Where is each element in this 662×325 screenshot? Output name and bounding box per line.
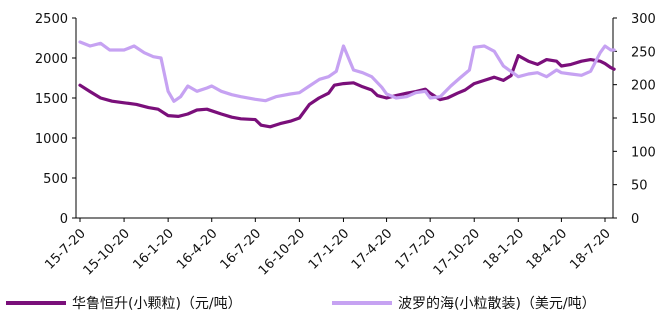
right-tick-label: 250 bbox=[631, 45, 656, 60]
right-tick-label: 150 bbox=[631, 112, 656, 127]
series-line-hualu bbox=[78, 54, 616, 129]
right-tick-label: 300 bbox=[631, 12, 656, 27]
x-tick-label: 18-4-20 bbox=[524, 226, 570, 272]
right-tick-label: 200 bbox=[631, 79, 656, 94]
left-tick-label: 500 bbox=[43, 172, 68, 187]
legend-label: 华鲁恒升(小颗粒)（元/吨） bbox=[72, 296, 242, 312]
x-tick-label: 15-10-20 bbox=[81, 226, 133, 278]
right-tick-label: 50 bbox=[631, 179, 648, 194]
left-tick-label: 0 bbox=[60, 212, 68, 227]
x-tick-label: 16-10-20 bbox=[256, 226, 308, 278]
left-tick-label: 1500 bbox=[35, 92, 68, 107]
x-tick-label: 18-7-20 bbox=[567, 226, 613, 272]
x-tick-label: 16-4-20 bbox=[174, 226, 220, 272]
x-tick-label: 18-1-20 bbox=[481, 226, 527, 272]
series-line-baltic bbox=[78, 40, 616, 103]
x-tick-label: 17-4-20 bbox=[349, 226, 395, 272]
right-tick-label: 0 bbox=[631, 212, 639, 227]
left-tick-label: 2000 bbox=[35, 52, 68, 67]
legend: 华鲁恒升(小颗粒)（元/吨） 波罗的海(小粒散装)（美元/吨） bbox=[6, 296, 596, 312]
legend-label: 波罗的海(小粒散装)（美元/吨） bbox=[398, 296, 596, 312]
x-tick-label: 17-10-20 bbox=[431, 226, 483, 278]
series-layer bbox=[78, 40, 616, 129]
x-tick-label: 16-1-20 bbox=[130, 226, 176, 272]
left-tick-label: 1000 bbox=[35, 132, 68, 147]
x-tick-label: 17-1-20 bbox=[306, 226, 352, 272]
left-tick-label: 2500 bbox=[35, 12, 68, 27]
right-tick-label: 100 bbox=[631, 145, 656, 160]
